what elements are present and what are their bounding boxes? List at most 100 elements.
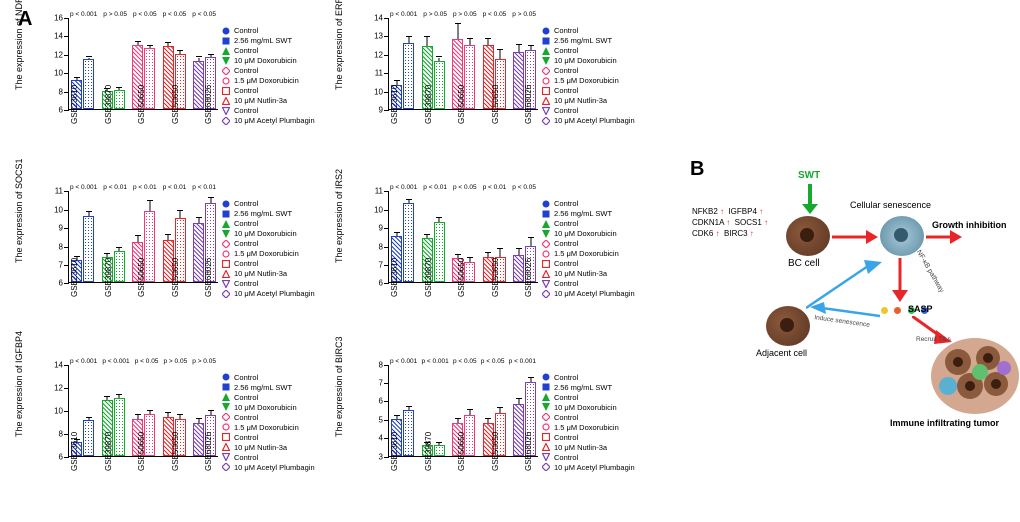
growth-label: Growth inhibition <box>932 220 1006 230</box>
legend-item: Control <box>542 199 660 208</box>
bar <box>403 203 414 282</box>
pvalue: p < 0.01 <box>483 184 507 191</box>
legend-marker <box>542 453 550 461</box>
arrow-1 <box>832 230 878 244</box>
bar <box>193 223 204 282</box>
legend-marker <box>222 77 230 85</box>
senescence-label: Cellular senescence <box>850 200 931 210</box>
tumor-label: Immune infiltrating tumor <box>890 418 999 428</box>
legend-marker <box>222 453 230 461</box>
x-label: GSE50650 <box>457 285 466 297</box>
chart-plot: The expression of NDRG1 p < 0.001p > 0.0… <box>40 8 220 168</box>
legend-marker <box>222 443 230 451</box>
legend-item: 10 μM Doxorubicin <box>222 403 340 412</box>
legend-item: 2.56 mg/mL SWT <box>222 383 340 392</box>
pvalues-row: p < 0.001p > 0.05p > 0.05p < 0.05p > 0.0… <box>388 11 538 18</box>
legend-item: 1.5 μM Doxorubicin <box>222 249 340 258</box>
x-labels: GSE23610GSE39870GSE50650GSE50650GSE68026 <box>68 459 218 468</box>
legend-item: 10 μM Doxorubicin <box>542 56 660 65</box>
legend-item: 2.56 mg/mL SWT <box>542 209 660 218</box>
y-axis-label: The expression of IRS2 <box>334 169 344 263</box>
legend-item: Control <box>222 413 340 422</box>
bar <box>434 445 445 456</box>
legend-label: 2.56 mg/mL SWT <box>234 209 292 218</box>
pvalue: p > 0.05 <box>192 358 216 365</box>
bar <box>513 52 524 109</box>
legend-label: 10 μM Doxorubicin <box>234 229 297 238</box>
legend-label: 2.56 mg/mL SWT <box>234 36 292 45</box>
legend-marker <box>542 230 550 238</box>
legend-item: 10 μM Acetyl Plumbagin <box>222 463 340 472</box>
bar <box>193 423 204 455</box>
pvalue: p < 0.05 <box>512 184 536 191</box>
x-label: GSE68026 <box>524 285 533 297</box>
pvalues-row: p < 0.001p > 0.05p < 0.05p < 0.05p < 0.0… <box>68 11 218 18</box>
legend-label: Control <box>554 393 578 402</box>
legend-item: Control <box>222 86 340 95</box>
legend-item: 2.56 mg/mL SWT <box>542 383 660 392</box>
x-label: GSE23610 <box>390 112 399 124</box>
pvalue: p < 0.001 <box>70 184 97 191</box>
legend-item: 10 μM Doxorubicin <box>542 403 660 412</box>
legend-label: Control <box>554 66 578 75</box>
x-labels: GSE23610GSE39870GSE50650GSE50650GSE68026 <box>68 112 218 121</box>
x-label: GSE50650 <box>457 112 466 124</box>
legend-label: 2.56 mg/mL SWT <box>554 209 612 218</box>
adjacent-label: Adjacent cell <box>756 348 807 358</box>
legend-marker <box>542 373 550 381</box>
legend-marker <box>542 200 550 208</box>
x-label: GSE39870 <box>104 112 113 124</box>
legend-item: 10 μM Nutlin-3a <box>222 443 340 452</box>
legend: Control2.56 mg/mL SWTControl10 μM Doxoru… <box>220 355 340 517</box>
legend-label: 1.5 μM Doxorubicin <box>234 76 299 85</box>
bar <box>193 61 204 109</box>
pvalue: p < 0.001 <box>102 358 129 365</box>
legend: Control2.56 mg/mL SWTControl10 μM Doxoru… <box>220 8 340 170</box>
legend-marker <box>542 117 550 125</box>
legend-marker <box>542 413 550 421</box>
legend-item: 10 μM Nutlin-3a <box>542 269 660 278</box>
x-label: GSE68026 <box>204 285 213 297</box>
legend-marker <box>542 27 550 35</box>
legend: Control2.56 mg/mL SWTControl10 μM Doxoru… <box>220 181 340 343</box>
pvalue: p < 0.05 <box>453 358 477 365</box>
legend-label: 1.5 μM Doxorubicin <box>554 423 619 432</box>
legend-marker <box>542 463 550 471</box>
legend-label: 2.56 mg/mL SWT <box>554 36 612 45</box>
legend-marker <box>542 280 550 288</box>
chart-SOCS1: The expression of SOCS1 p < 0.001p < 0.0… <box>40 181 350 343</box>
legend-label: 10 μM Acetyl Plumbagin <box>554 116 635 125</box>
legend-marker <box>542 210 550 218</box>
pvalue: p < 0.05 <box>133 11 157 18</box>
legend-label: 1.5 μM Doxorubicin <box>234 423 299 432</box>
legend-item: Control <box>542 46 660 55</box>
pvalue: p > 0.05 <box>453 11 477 18</box>
pvalue: p < 0.01 <box>192 184 216 191</box>
legend-label: Control <box>554 86 578 95</box>
legend-item: 2.56 mg/mL SWT <box>542 36 660 45</box>
legend: Control2.56 mg/mL SWTControl10 μM Doxoru… <box>540 355 660 517</box>
x-label: GSE23610 <box>70 285 79 297</box>
arrow-3 <box>888 258 918 302</box>
pvalue: p < 0.001 <box>70 358 97 365</box>
pvalue: p < 0.05 <box>192 11 216 18</box>
legend-item: Control <box>542 453 660 462</box>
legend-marker <box>542 77 550 85</box>
legend-item: Control <box>542 259 660 268</box>
legend-item: Control <box>222 26 340 35</box>
x-label: GSE50650 <box>171 285 180 297</box>
chart-plot: The expression of SOCS1 p < 0.001p < 0.0… <box>40 181 220 341</box>
pvalues-row: p < 0.001p < 0.001p < 0.05p < 0.05p < 0.… <box>388 358 538 365</box>
legend-marker <box>542 107 550 115</box>
x-labels: GSE23610GSE39870GSE50650GSE50650GSE68026 <box>388 112 538 121</box>
legend-marker <box>222 200 230 208</box>
legend-label: 10 μM Acetyl Plumbagin <box>234 463 315 472</box>
pvalue: p > 0.05 <box>512 11 536 18</box>
x-label: GSE50650 <box>457 459 466 471</box>
x-label: GSE23610 <box>70 459 79 471</box>
legend-marker <box>542 87 550 95</box>
legend-label: 10 μM Nutlin-3a <box>234 269 287 278</box>
legend-label: Control <box>234 46 258 55</box>
pvalue: p < 0.001 <box>509 358 536 365</box>
legend-label: Control <box>234 106 258 115</box>
